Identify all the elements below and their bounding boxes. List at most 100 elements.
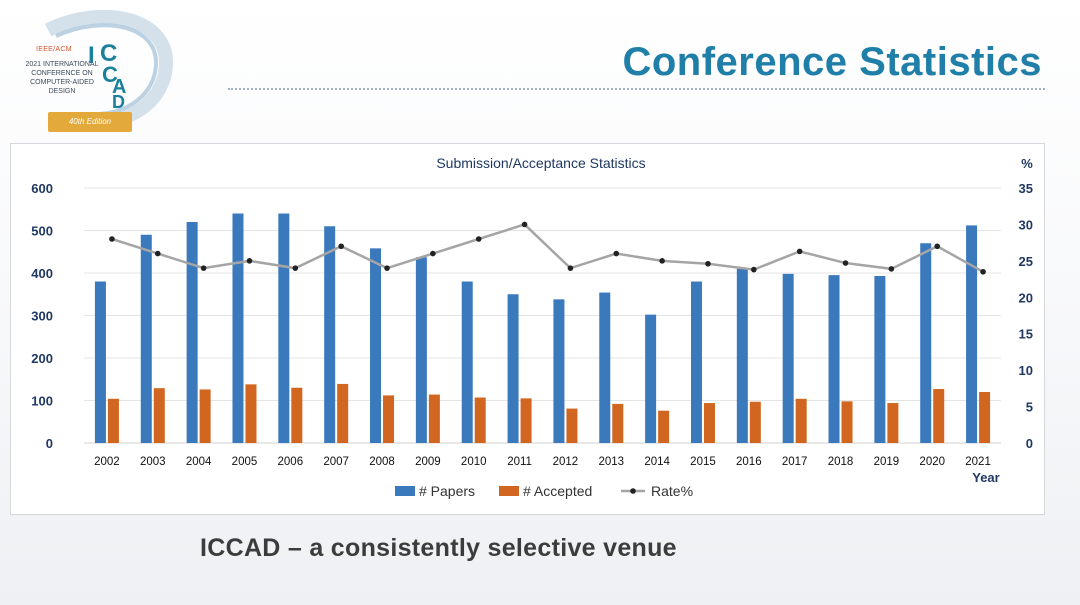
x-tick-label: 2017 — [782, 456, 808, 468]
x-tick-label: 2011 — [507, 456, 532, 468]
x-tick-label: 2006 — [278, 456, 304, 468]
y2-tick-label: 30 — [1019, 217, 1033, 232]
legend-swatch-rate-marker — [630, 488, 636, 494]
x-tick-label: 2002 — [94, 456, 120, 468]
bar-papers-2007 — [324, 226, 336, 443]
legend-label-accepted: # Accepted — [523, 483, 592, 499]
bar-papers-2013 — [599, 292, 611, 443]
bar-accepted-2003 — [153, 388, 165, 443]
rate-point-2011 — [521, 221, 528, 228]
rate-point-2021 — [980, 268, 986, 275]
x-tick-label: 2012 — [553, 456, 579, 468]
y2-tick-label: 20 — [1019, 290, 1033, 305]
x-tick-label: 2010 — [461, 456, 487, 468]
bar-papers-2019 — [874, 275, 886, 443]
x-tick-label: 2014 — [644, 456, 670, 468]
y-tick-label: 400 — [31, 266, 53, 281]
rate-point-2020 — [934, 243, 941, 250]
bar-papers-2002 — [94, 281, 106, 443]
rate-point-2018 — [842, 260, 849, 266]
y2-tick-label: 35 — [1019, 181, 1033, 196]
y2-tick-label: 5 — [1026, 400, 1033, 415]
x-tick-label: 2018 — [828, 456, 854, 468]
bar-accepted-2016 — [749, 401, 761, 443]
y-tick-label: 0 — [46, 436, 53, 451]
y2-axis-label: % — [1021, 156, 1033, 171]
bar-accepted-2008 — [383, 395, 395, 443]
bar-papers-2012 — [553, 299, 565, 443]
bar-papers-2008 — [370, 248, 382, 443]
legend-label-papers: # Papers — [419, 483, 475, 499]
title-divider — [228, 88, 1045, 90]
legend-swatch-accepted — [499, 486, 519, 496]
bar-accepted-2004 — [199, 389, 211, 443]
bar-accepted-2019 — [887, 403, 899, 443]
y-tick-label: 100 — [31, 394, 53, 409]
rate-point-2002 — [109, 236, 115, 242]
bar-papers-2020 — [920, 243, 932, 443]
bar-accepted-2006 — [291, 387, 303, 443]
logo-conference-name: 2021 INTERNATIONAL CONFERENCE ON COMPUTE… — [25, 61, 99, 95]
logo-letter-c2: C — [102, 62, 118, 87]
x-tick-label: 2019 — [874, 456, 900, 468]
bar-papers-2003 — [140, 234, 152, 443]
bar-accepted-2017 — [795, 398, 807, 443]
x-tick-label: 2021 — [965, 456, 991, 468]
bar-accepted-2020 — [933, 389, 945, 443]
chart-panel: Submission/Acceptance Statistics % Year … — [10, 143, 1045, 515]
rate-point-2007 — [338, 243, 344, 250]
logo-letter-a: A — [112, 76, 127, 98]
rate-point-2003 — [154, 250, 161, 257]
bar-papers-2015 — [690, 281, 702, 443]
rate-point-2019 — [888, 266, 895, 272]
rate-point-2012 — [567, 265, 574, 271]
rate-point-2004 — [200, 265, 207, 271]
y2-tick-label: 25 — [1019, 254, 1033, 269]
x-tick-label: 2013 — [598, 456, 624, 468]
x-tick-label: 2003 — [140, 456, 166, 468]
logo-letter-d: D — [112, 92, 125, 112]
bar-accepted-2014 — [658, 410, 670, 443]
y-tick-label: 600 — [31, 181, 53, 196]
bar-papers-2017 — [782, 273, 794, 443]
bar-accepted-2018 — [841, 401, 853, 443]
x-tick-label: 2007 — [323, 456, 349, 468]
rate-point-2016 — [751, 266, 757, 273]
x-tick-label: 2016 — [736, 456, 762, 468]
y-tick-label: 300 — [31, 309, 53, 324]
logo-swoosh — [44, 10, 174, 129]
bar-papers-2004 — [186, 222, 198, 443]
rate-point-2013 — [613, 250, 620, 257]
logo-letter-c1: C — [100, 40, 118, 67]
rate-point-2014 — [659, 258, 665, 264]
rate-point-2010 — [475, 236, 482, 242]
slide-subtitle: ICCAD – a consistently selective venue — [200, 534, 677, 562]
y2-tick-label: 15 — [1019, 327, 1033, 342]
y-tick-label: 500 — [31, 224, 53, 239]
logo-letter-i: I — [88, 42, 95, 69]
bar-accepted-2015 — [703, 403, 715, 443]
rate-line — [111, 223, 984, 273]
bar-papers-2010 — [461, 281, 473, 443]
bar-papers-2014 — [645, 314, 657, 443]
bar-papers-2011 — [507, 294, 519, 443]
logo-edition-banner: 40th Edition — [48, 112, 132, 132]
y2-tick-label: 10 — [1019, 363, 1033, 378]
y-tick-label: 200 — [31, 351, 53, 366]
bar-papers-2005 — [232, 213, 244, 443]
rate-point-2005 — [246, 258, 253, 264]
bar-papers-2016 — [736, 268, 748, 443]
bar-accepted-2005 — [245, 384, 257, 443]
bar-accepted-2013 — [612, 403, 624, 443]
x-tick-label: 2005 — [232, 456, 258, 468]
rate-point-2006 — [292, 265, 299, 271]
bar-accepted-2010 — [474, 397, 486, 443]
bar-papers-2006 — [278, 213, 290, 443]
bar-accepted-2007 — [337, 383, 349, 443]
page-title: Conference Statistics — [622, 40, 1042, 84]
x-tick-label: 2009 — [415, 456, 441, 468]
legend-label-rate: Rate% — [651, 483, 693, 499]
logo-org: IEEE/ACM — [36, 46, 72, 53]
chart-svg: Submission/Acceptance Statistics % Year … — [31, 155, 1033, 499]
bar-accepted-2011 — [520, 398, 532, 443]
